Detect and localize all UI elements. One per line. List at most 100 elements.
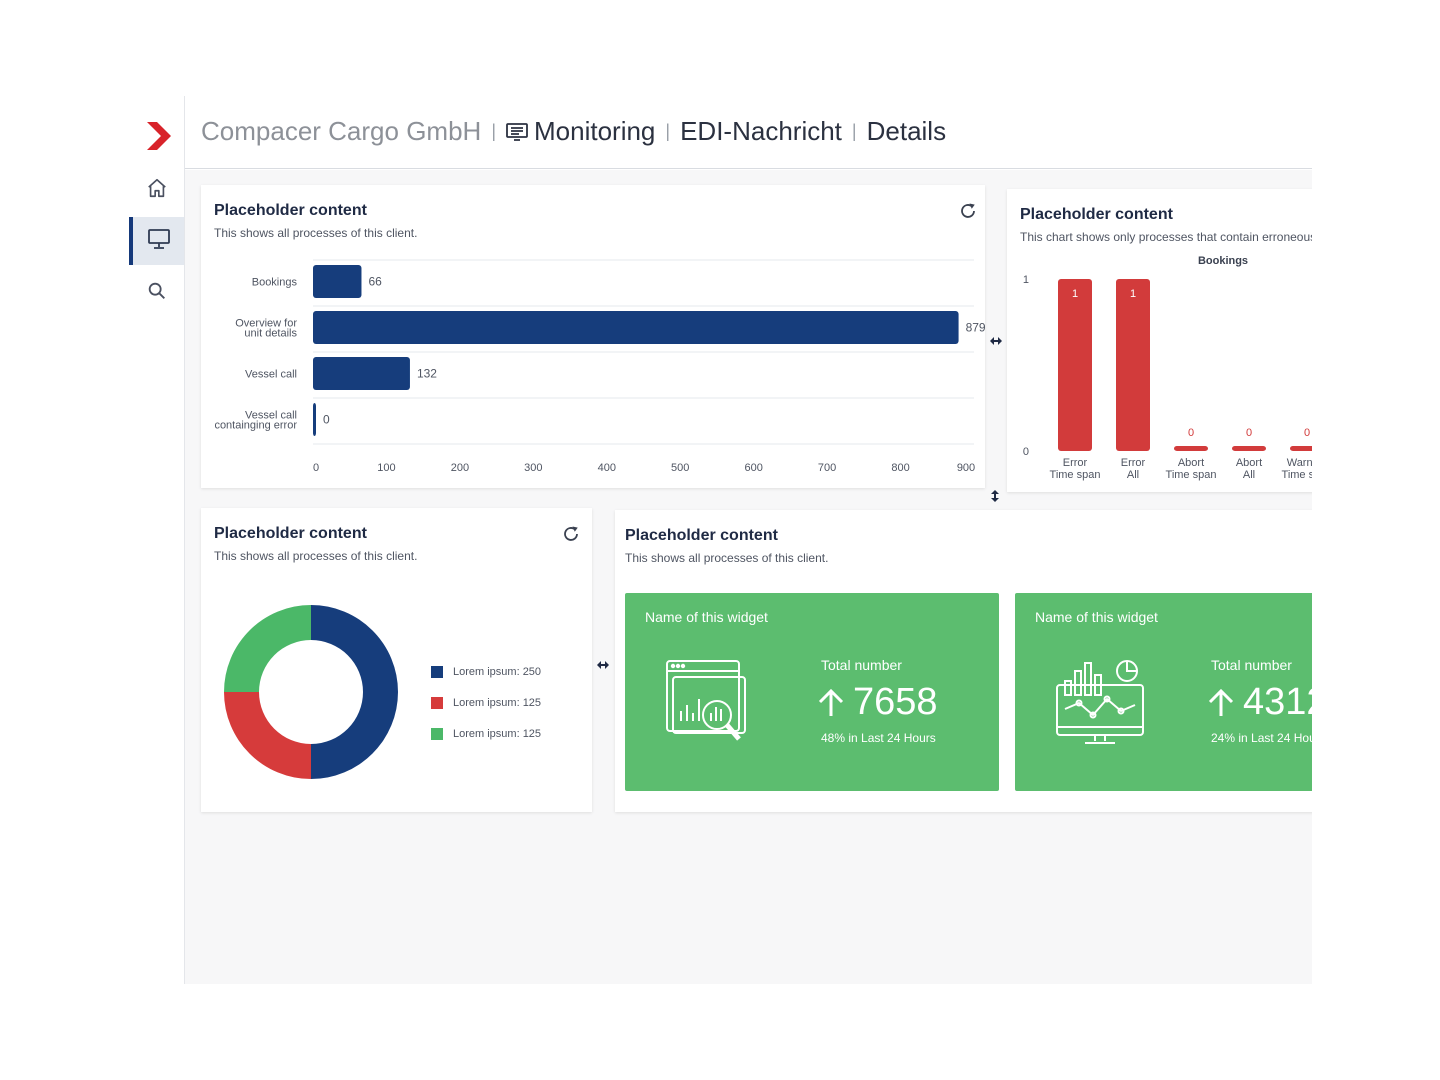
data-label: 1: [1130, 288, 1136, 300]
bar: [313, 357, 410, 390]
app-window: Compacer Cargo GmbH | Monitoring | EDI-N…: [129, 96, 1312, 984]
sidebar-item-monitoring[interactable]: [129, 217, 184, 265]
tick-label: 700: [818, 462, 836, 474]
card-subtitle: This chart shows only processes that con…: [1020, 230, 1312, 244]
data-label: 66: [368, 275, 382, 289]
chevron-logo-icon[interactable]: [143, 120, 173, 152]
bar: [1174, 446, 1208, 451]
breadcrumb-details: Details: [866, 116, 947, 146]
category-label: unit details: [244, 328, 297, 340]
resize-handle-vertical[interactable]: [990, 489, 1000, 503]
category-label: Time span: [1282, 469, 1312, 481]
header: Compacer Cargo GmbH | Monitoring | EDI-N…: [185, 96, 1312, 169]
donut-slice: [224, 605, 311, 692]
bar: [313, 265, 362, 298]
widget-name: Name of this widget: [645, 609, 768, 625]
legend-item: Lorem ipsum: 125: [431, 718, 541, 749]
tick-label: 600: [744, 462, 762, 474]
chart-title: Bookings: [1198, 255, 1248, 267]
donut-chart-card: Placeholder content This shows all proce…: [201, 508, 592, 812]
donut-slice: [311, 605, 398, 779]
monitor-chart-icon: [1055, 659, 1147, 756]
bar: [1290, 446, 1312, 451]
bar: [1116, 279, 1150, 451]
category-label: Bookings: [252, 277, 298, 289]
category-label: Time span: [1050, 469, 1101, 481]
category-label: All: [1127, 469, 1139, 481]
legend-label: Lorem ipsum: 125: [453, 696, 542, 709]
bar: [1058, 279, 1092, 451]
refresh-icon[interactable]: [562, 525, 580, 543]
data-label: 879: [966, 321, 985, 335]
card-title: Placeholder content: [1020, 206, 1173, 223]
data-label: 0: [1188, 427, 1194, 439]
donut-chart: [224, 605, 398, 779]
home-icon: [146, 177, 168, 204]
legend-item: Lorem ipsum: 125: [431, 687, 541, 718]
analytics-search-icon: [665, 659, 755, 756]
legend-swatch: [431, 727, 443, 740]
card-subtitle: This shows all processes of this client.: [214, 226, 418, 240]
legend-item: Lorem ipsum: 250: [431, 656, 541, 687]
widget-name: Name of this widget: [1035, 609, 1158, 625]
tick-label: 0: [313, 462, 319, 474]
breadcrumb-separator: |: [851, 121, 857, 141]
tick-label: 100: [377, 462, 395, 474]
card-title: Placeholder content: [214, 202, 367, 219]
data-label: 1: [1072, 288, 1078, 300]
card-title: Placeholder content: [214, 525, 367, 542]
tick-label: 200: [451, 462, 469, 474]
breadcrumb-separator: |: [491, 121, 496, 141]
arrow-up-icon: [1207, 688, 1235, 718]
bar: [1232, 446, 1266, 451]
card-subtitle: This shows all processes of this client.: [214, 549, 418, 563]
tick-label: 500: [671, 462, 689, 474]
kpi-widget[interactable]: Name of this widget Total number: [1015, 593, 1312, 791]
category-label: containging error: [214, 420, 297, 432]
category-label: Vessel call: [245, 410, 297, 422]
error-bar-chart-card: Placeholder content This chart shows onl…: [1007, 189, 1312, 492]
category-label: Error: [1121, 457, 1146, 469]
legend-label: Lorem ipsum: 250: [453, 665, 542, 678]
sidebar-item-home[interactable]: [129, 166, 184, 214]
breadcrumb: Compacer Cargo GmbH | Monitoring | EDI-N…: [201, 116, 946, 147]
category-label: Overview for: [235, 318, 297, 330]
legend-swatch: [431, 665, 443, 678]
category-label: Vessel call: [245, 369, 297, 381]
tick-label: 900: [957, 462, 975, 474]
category-label: Abort: [1236, 457, 1262, 469]
data-label: 0: [1304, 427, 1310, 439]
card-title: Placeholder content: [625, 527, 778, 544]
tick-label: 400: [598, 462, 616, 474]
kpi-widget[interactable]: Name of this widget Total number: [625, 593, 999, 791]
tick-label: 1: [1023, 274, 1029, 286]
category-label: Time span: [1166, 469, 1217, 481]
dashboard-content: Placeholder content This shows all proce…: [185, 170, 1312, 984]
breadcrumb-edi-nachricht[interactable]: EDI-Nachricht: [680, 116, 842, 146]
sidebar-item-search[interactable]: [129, 269, 184, 317]
monitor-icon: [147, 228, 171, 255]
resize-handle-horizontal[interactable]: [989, 333, 1003, 345]
kpi-widgets-card: Placeholder content This shows all proce…: [615, 510, 1312, 812]
data-label: 0: [323, 413, 330, 427]
breadcrumb-company[interactable]: Compacer Cargo GmbH: [201, 116, 482, 146]
arrow-up-icon: [817, 688, 845, 718]
bar: [313, 403, 316, 436]
widget-trend: 24% in Last 24 Hours: [1211, 731, 1312, 745]
card-subtitle: This shows all processes of this client.: [625, 551, 829, 565]
resize-handle-horizontal[interactable]: [596, 657, 610, 669]
tick-label: 0: [1023, 446, 1029, 458]
breadcrumb-monitoring[interactable]: Monitoring: [534, 116, 656, 146]
widget-trend: 48% in Last 24 Hours: [821, 731, 936, 745]
breadcrumb-separator: |: [665, 121, 671, 141]
widget-total-label: Total number: [1211, 657, 1292, 673]
message-list-icon: [506, 122, 528, 142]
category-label: Warning: [1287, 457, 1312, 469]
sidebar: [129, 96, 185, 984]
category-label: All: [1243, 469, 1255, 481]
refresh-icon[interactable]: [959, 202, 977, 220]
donut-legend: Lorem ipsum: 250 Lorem ipsum: 125 Lorem …: [431, 656, 541, 749]
widget-value: 7658: [817, 681, 938, 724]
